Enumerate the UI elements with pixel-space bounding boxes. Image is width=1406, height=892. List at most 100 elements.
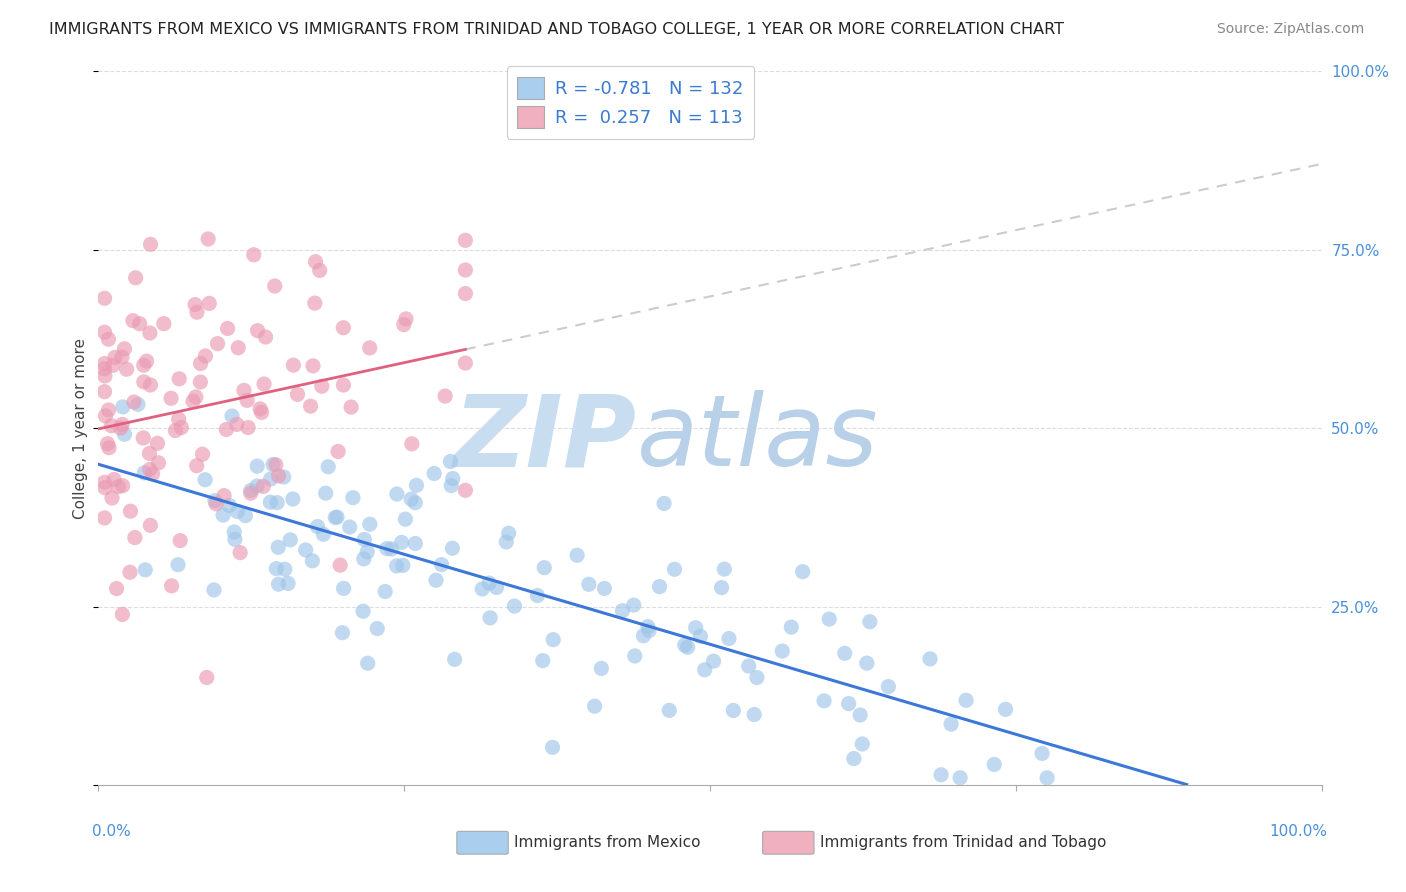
Point xyxy=(834,646,856,660)
Point xyxy=(225,417,247,432)
Point xyxy=(652,496,675,510)
Point xyxy=(717,632,740,646)
Point xyxy=(249,401,271,416)
Point xyxy=(332,320,354,334)
Point xyxy=(423,467,446,481)
Point xyxy=(738,659,761,673)
Point xyxy=(311,379,333,393)
Point xyxy=(359,517,381,532)
Point xyxy=(204,493,226,508)
Point xyxy=(703,654,725,668)
Point xyxy=(267,577,290,591)
Point xyxy=(454,286,477,301)
Point xyxy=(342,491,364,505)
Point xyxy=(224,524,246,539)
Point xyxy=(138,446,160,460)
Legend: R = -0.781   N = 132, R =  0.257   N = 113: R = -0.781 N = 132, R = 0.257 N = 113 xyxy=(506,66,755,139)
Point xyxy=(533,560,555,574)
Point xyxy=(994,702,1017,716)
Point xyxy=(612,604,634,618)
Point xyxy=(242,248,264,262)
Point xyxy=(115,362,138,376)
Point xyxy=(1036,771,1059,785)
Point xyxy=(93,357,115,371)
Point xyxy=(983,757,1005,772)
Point xyxy=(329,558,352,573)
Point xyxy=(818,612,841,626)
Point xyxy=(224,533,246,547)
Point xyxy=(229,546,252,560)
Point xyxy=(385,487,408,501)
Point xyxy=(485,581,508,595)
Point xyxy=(148,456,170,470)
Point xyxy=(375,541,398,556)
Point xyxy=(278,533,301,547)
Point xyxy=(122,395,145,409)
Point xyxy=(287,387,309,401)
Point xyxy=(235,508,257,523)
Point xyxy=(792,565,814,579)
Point xyxy=(93,475,115,490)
Point xyxy=(441,541,464,556)
Point xyxy=(107,479,129,493)
Point xyxy=(118,566,141,580)
Point xyxy=(356,545,378,559)
Point xyxy=(454,483,477,498)
Point xyxy=(212,489,235,503)
Point xyxy=(339,520,361,534)
Point xyxy=(101,359,124,373)
Y-axis label: College, 1 year or more: College, 1 year or more xyxy=(73,338,87,518)
Point xyxy=(184,390,207,404)
Point xyxy=(139,518,162,533)
Point xyxy=(673,638,696,652)
Point xyxy=(394,512,416,526)
Point xyxy=(124,531,146,545)
Point xyxy=(780,620,803,634)
Point xyxy=(167,558,190,572)
Point xyxy=(134,466,156,480)
Point xyxy=(169,533,191,548)
Point xyxy=(307,519,329,533)
Point xyxy=(207,336,229,351)
Point xyxy=(114,427,136,442)
Point xyxy=(217,321,239,335)
Text: 0.0%: 0.0% xyxy=(93,824,131,839)
Point xyxy=(315,486,337,500)
Point xyxy=(94,369,117,384)
Point xyxy=(93,384,115,399)
Point xyxy=(745,671,768,685)
Point xyxy=(340,400,363,414)
Point xyxy=(274,562,297,576)
Point xyxy=(239,486,262,500)
Point xyxy=(294,543,316,558)
Point xyxy=(138,462,160,476)
Point xyxy=(689,629,711,643)
Point xyxy=(859,615,882,629)
Point xyxy=(425,573,447,587)
Point xyxy=(263,279,285,293)
Point xyxy=(250,405,273,419)
Point xyxy=(638,624,661,638)
Point xyxy=(93,361,115,376)
Point xyxy=(877,680,900,694)
Point xyxy=(142,467,165,481)
Point xyxy=(212,508,235,522)
Point xyxy=(380,541,402,556)
Point xyxy=(93,511,115,525)
Point xyxy=(132,431,155,445)
Point xyxy=(146,436,169,450)
Point xyxy=(281,491,304,506)
Point xyxy=(110,421,132,435)
Point xyxy=(770,644,793,658)
Point xyxy=(392,558,415,573)
Point xyxy=(262,458,284,472)
Point xyxy=(135,354,157,368)
Point xyxy=(332,582,354,596)
Point xyxy=(939,717,962,731)
Point xyxy=(236,393,259,408)
Text: Source: ZipAtlas.com: Source: ZipAtlas.com xyxy=(1216,22,1364,37)
Point xyxy=(404,536,426,550)
Point xyxy=(658,703,681,717)
Point xyxy=(160,392,183,406)
Point xyxy=(299,399,322,413)
